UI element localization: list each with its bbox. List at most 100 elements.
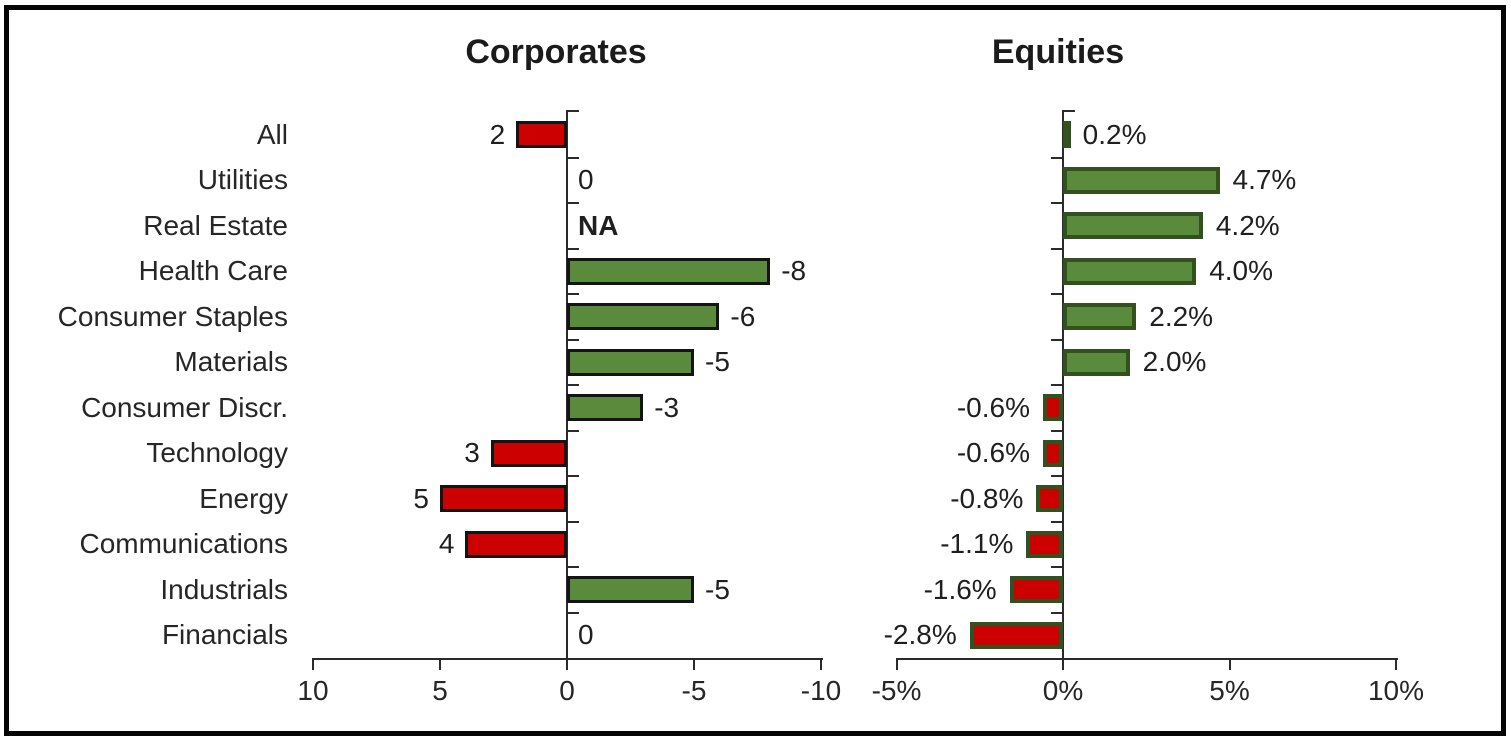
category-label: Consumer Staples [57,300,288,332]
category-label: All [256,118,288,150]
category-label: Consumer Discr. [81,391,288,423]
negative-bar-equities [969,621,1063,649]
value-axis-tick-label: 5 [432,675,448,706]
value-axis-tick-label: 0 [559,675,575,706]
positive-bar-equities [1063,166,1220,194]
negative-bar-equities [1009,576,1063,604]
bar-value-label: 4.7% [1232,164,1297,196]
bar-value-label: -1.1% [940,528,1014,560]
bar-value-label: 0 [578,164,594,196]
bar-value-label: -1.6% [923,573,997,605]
category-boundary-tick [567,611,579,614]
negative-bar-equities [1026,530,1063,558]
bar-value-label: 5 [413,482,429,514]
bar-value-label: 4 [438,528,455,560]
negative-bar-corporates [567,303,720,331]
category-boundary-tick [1051,202,1063,204]
positive-bar-equities [1063,348,1130,376]
bar-value-label: 2 [489,118,506,150]
negative-bar-corporates [567,257,771,285]
bar-value-label: 4.0% [1209,255,1274,287]
bar-value-label: 3 [464,437,480,469]
value-axis-line [313,658,823,660]
category-label: Utilities [197,164,288,196]
value-axis-tick-label: 10% [1367,675,1425,706]
negative-bar-equities [1036,485,1063,513]
category-boundary-tick [567,202,579,204]
bar-value-label: -5 [705,346,730,378]
value-axis-tick [693,658,695,670]
equities-chart-title: Equities [991,33,1125,71]
value-axis-tick [1395,658,1397,670]
category-boundary-tick [567,247,579,250]
corporates-chart-title: Corporates [465,33,647,71]
category-label: Industrials [160,573,288,605]
category-boundary-tick [567,293,579,295]
value-axis-tick [566,658,568,670]
category-boundary-tick [567,520,579,523]
value-axis-tick [1062,658,1064,670]
bar-value-label: -8 [781,255,807,287]
category-axis-end-tick [567,110,579,112]
figure-border [4,5,1506,736]
bar-value-label: 0.2% [1082,118,1147,150]
category-boundary-tick [1051,611,1063,614]
negative-bar-corporates [567,394,644,422]
value-axis-tick [895,658,898,670]
bar-value-label: NA [578,209,619,241]
category-label: Communications [79,528,288,560]
positive-bar-corporates [440,485,567,513]
bar-value-label: -0.8% [950,482,1024,514]
category-boundary-tick [1051,384,1063,386]
bar-value-label: 4.2% [1215,209,1280,241]
bar-value-label: -0.6% [956,391,1031,423]
bar-value-label: 2.2% [1149,300,1214,332]
category-label: Real Estate [143,209,288,241]
bar-value-label: -0.6% [956,437,1031,469]
category-boundary-tick [567,338,579,341]
bar-value-label: -5 [705,573,730,605]
value-axis-tick-label: -5 [681,675,707,706]
value-axis-tick-label: -5% [871,675,922,706]
positive-bar-corporates [465,530,567,558]
positive-bar-corporates [490,439,567,467]
category-label: Technology [146,437,288,469]
value-axis-tick [439,658,441,670]
bar-value-label: 2.0% [1142,346,1207,378]
category-boundary-tick [1051,566,1063,568]
positive-bar-equities [1063,257,1197,285]
category-boundary-tick [567,429,579,432]
negative-bar-equities [1043,439,1063,467]
positive-bar-corporates [516,121,567,149]
category-label: Energy [199,482,288,514]
negative-bar-corporates [567,348,694,376]
value-axis-tick-label: 0% [1042,675,1084,706]
category-axis-end-tick [1063,110,1075,112]
value-axis-tick [312,658,314,670]
category-boundary-tick [1051,475,1063,477]
bar-value-label: 0 [578,619,594,651]
value-axis-tick [1228,658,1231,670]
category-boundary-tick [1051,156,1063,159]
category-label: Financials [161,619,288,651]
bar-value-label: -3 [654,391,680,423]
bar-value-label: -6 [730,300,756,332]
value-axis-tick [820,658,822,670]
category-axis-line [1062,110,1064,660]
value-axis-tick-label: 5% [1209,675,1250,706]
value-axis-tick-label: -10 [800,675,842,706]
bar-value-label: -2.8% [883,619,957,651]
positive-bar-equities [1063,121,1071,149]
category-boundary-tick [567,384,579,386]
category-boundary-tick [567,566,579,568]
negative-bar-equities [1043,394,1063,422]
category-label: Materials [174,346,288,378]
category-boundary-tick [1051,293,1063,295]
value-axis-tick-label: 10 [297,675,329,706]
positive-bar-equities [1063,212,1203,240]
value-axis-line [896,658,1398,660]
category-boundary-tick [1051,247,1063,250]
category-boundary-tick [1051,338,1063,341]
negative-bar-corporates [567,576,694,604]
